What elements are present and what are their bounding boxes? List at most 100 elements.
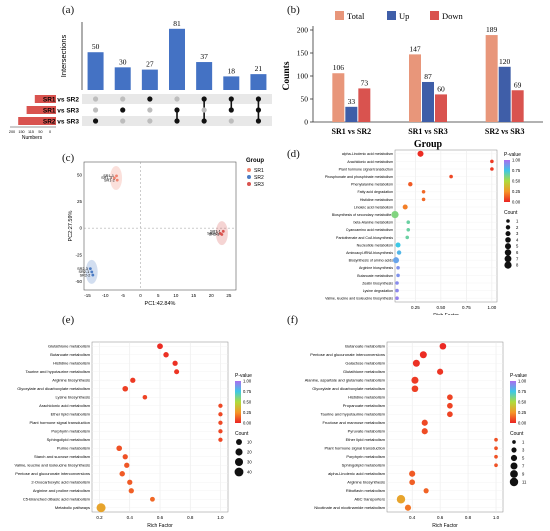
bar-down [435,94,447,122]
pathway-label: alpha-Linolenic acid metabolism [328,471,386,476]
x-tick-label: 0.6 [437,515,444,520]
sample-point [88,267,92,271]
pathway-label: Histidine metabolism [348,395,386,400]
bar-up [345,106,358,122]
pathway-label: Arginine biosynthesis [52,378,90,383]
pathway-label: Ether lipid metabolism [51,412,91,417]
count-legend-label: 11 [522,480,527,485]
bar-down [511,90,524,122]
pathway-point [494,446,498,451]
pvalue-tick-label: 0.25 [512,189,521,194]
pathway-point [142,394,148,400]
legend-label: Up [399,11,409,21]
upset-plot: Intersections 50 30 27 81 37 18 21 SR1 vs SR2 SR1… [9,19,272,141]
pathway-point [412,359,420,367]
panel-label-f: (f) [287,314,298,326]
pathway-point [119,471,125,477]
pathway-label: Histidine metabolism [360,198,393,202]
y-tick-label: 0 [79,226,82,231]
y-axis-title: Intersections [59,34,68,77]
set-size-tick: 115 [28,130,34,134]
pathway-point [218,412,223,417]
pathway-point [396,266,400,270]
plot-frame [83,161,237,291]
pathway-label: ABC transporters [354,497,385,502]
x-tick-label: SR2 vs SR3 [485,127,525,136]
pathway-label: Pentose and glucuronate interconversions [310,352,385,357]
x-tick-label: 0.75 [462,305,471,310]
pathway-point [409,470,416,477]
panel-label-c: (c) [62,152,75,164]
count-legend-label: 7 [516,256,519,261]
pathway-label: Biosynthesis of amino acids [349,259,394,263]
set-size-axis-title: Numbers [22,135,43,141]
intersection-bar [223,76,240,90]
pvalue-colorbar [504,160,510,202]
pathway-label: Riboflavin metabolism [346,488,386,493]
legend-title: Group [246,158,264,164]
count-legend-dot [504,261,512,269]
set-size-bar [18,117,56,125]
y-axis-title: PC2:27.59% [68,210,74,241]
kegg-enrichment-plot-d: 0.25 0.50 0.75 1.00 Rich Factor alpha-Linolen… [325,149,521,315]
pathway-label: Linoleic acid metabolism [354,205,393,209]
pathway-label: Phosphonate and phosphinate metabolism [325,175,393,179]
legend-pvalue-title: P-value [510,373,527,379]
pathway-label: Histidine metabolism [53,361,91,366]
bar-total [485,35,498,123]
sample-point [90,270,94,274]
pathway-point [124,462,130,468]
legend-swatch [387,11,396,20]
count-legend-dot [510,470,518,478]
sample-label: SR3-3 [209,233,220,237]
pathway-point [421,190,426,194]
count-legend-label: 3 [516,231,519,236]
bar-value-label: 21 [255,64,263,73]
legend-swatch [430,11,439,20]
count-legend-dot [504,243,512,250]
pathway-label: beta-Alanine metabolism [353,221,393,225]
count-legend-dot [505,225,511,230]
legend-label: SR3 [254,182,264,188]
pathway-label: Nicotinate and nicotinamide metabolism [314,505,385,510]
sample-point [113,176,116,180]
pathway-point [421,197,426,202]
pathway-label: Lysine biosynthesis [55,395,90,400]
legend-label: SR1 [254,168,264,174]
bar-value-label: 50 [92,42,100,51]
pathway-label: Metabolic pathways [55,505,90,510]
sample-label: SR1-2 [104,178,115,182]
pvalue-tick-label: 0.75 [512,168,521,173]
pvalue-tick-label: 0.50 [512,179,521,184]
count-legend-dot [510,462,518,470]
pathway-point [395,288,399,293]
pathway-point [409,479,416,486]
count-legend-dot [234,467,244,477]
pathway-label: Fatty acid degradation [357,190,393,194]
pathway-label: Taurine and hypotaurine metabolism [26,369,91,374]
sample-label: SR3-2 [207,232,218,236]
pathway-label: Phenylalanine metabolism [351,183,393,187]
pathway-point [421,419,428,426]
set-size-tick: 200 [9,130,15,134]
pathway-point [396,250,402,255]
x-axis-title: Group [414,139,443,150]
count-legend-label: 20 [247,450,252,455]
y-tick-label: 150 [297,49,309,58]
pathway-point [393,257,400,264]
group-ellipse [110,166,123,190]
bar-value-label: 147 [409,44,421,53]
pvalue-tick-label: 0.00 [243,421,252,426]
pathway-label: Arginine biosynthesis [347,480,385,485]
y-tick-label: 100 [297,72,309,81]
matrix-dot-active [120,107,126,113]
pvalue-tick-label: 1.00 [243,379,252,384]
intersection-bar [114,67,131,90]
x-tick-label: 0.4 [127,515,134,520]
set-label: SR1 vs SR3 [43,108,80,115]
matrix-dot-inactive [120,118,126,124]
pathway-label: Sphingolipid metabolism [342,463,386,468]
x-tick-label: -15 [84,293,91,298]
bar-up [498,66,511,122]
bar-value-label: 69 [514,80,522,89]
